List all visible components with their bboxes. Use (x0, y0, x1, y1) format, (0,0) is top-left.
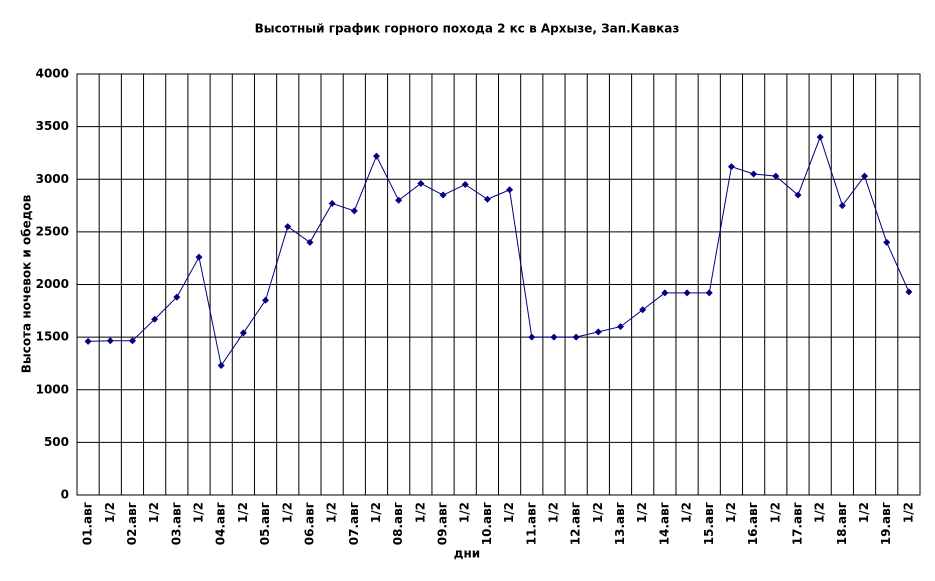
marker (439, 191, 447, 199)
x-tick-label: 1/2 (103, 502, 117, 523)
x-tick-label: 1/2 (635, 502, 649, 523)
x-tick-label: 03.авг (169, 502, 183, 545)
marker (750, 170, 758, 178)
marker (705, 289, 713, 297)
marker (239, 329, 247, 337)
x-tick-label: 1/2 (591, 502, 605, 523)
marker (262, 296, 270, 304)
chart-title: Высотный график горного похода 2 кс в Ар… (255, 22, 680, 36)
x-tick-label: 1/2 (458, 502, 472, 523)
x-tick-label: 14.авг (657, 502, 671, 545)
x-tick-label: 12.авг (569, 502, 583, 545)
x-tick-label: 1/2 (768, 502, 782, 523)
y-tick-label: 0 (61, 488, 69, 502)
x-tick-label: 1/2 (813, 502, 827, 523)
marker (173, 293, 181, 301)
x-tick-label: 10.авг (480, 502, 494, 545)
x-tick-label: 1/2 (192, 502, 206, 523)
marker (417, 179, 425, 187)
marker (195, 253, 203, 261)
x-tick-label: 1/2 (546, 502, 560, 523)
y-tick-label: 2500 (36, 224, 69, 238)
y-tick-label: 4000 (36, 67, 69, 81)
x-axis-label: дни (454, 547, 480, 561)
x-tick-label: 18.авг (835, 502, 849, 545)
x-tick-label: 05.авг (258, 502, 272, 545)
marker (883, 238, 891, 246)
marker (328, 199, 336, 207)
marker (838, 202, 846, 210)
y-tick-label: 3500 (36, 119, 69, 133)
x-tick-label: 1/2 (280, 502, 294, 523)
marker (395, 196, 403, 204)
marker (617, 323, 625, 331)
x-tick-label: 06.авг (302, 502, 316, 545)
y-tick-label: 1000 (36, 382, 69, 396)
marker (461, 181, 469, 189)
x-tick-label: 1/2 (724, 502, 738, 523)
marker (84, 337, 92, 345)
x-tick-label: 09.авг (436, 502, 450, 545)
series-line (88, 135, 910, 367)
marker (572, 333, 580, 341)
x-tick-label: 08.авг (391, 502, 405, 545)
x-tick-label: 17.авг (790, 502, 804, 545)
x-tick-label: 01.авг (81, 502, 95, 545)
marker (306, 238, 314, 246)
marker (794, 191, 802, 199)
marker (506, 186, 514, 194)
x-tick-label: 11.авг (524, 502, 538, 545)
x-tick-label: 19.авг (879, 502, 893, 545)
marker (594, 328, 602, 336)
marker (528, 333, 536, 341)
x-tick-label: 16.авг (746, 502, 760, 545)
marker (284, 223, 292, 231)
x-tick-label: 1/2 (325, 502, 339, 523)
marker (106, 337, 114, 345)
marker (372, 152, 380, 160)
y-axis-label: Высота ночевок и обедов (20, 194, 34, 373)
y-tick-label: 3000 (36, 172, 69, 186)
y-tick-label: 500 (44, 435, 69, 449)
marker (550, 333, 558, 341)
x-tick-label: 04.авг (214, 502, 228, 545)
marker (151, 315, 159, 323)
y-tick-label: 2000 (36, 277, 69, 291)
x-tick-label: 1/2 (502, 502, 516, 523)
x-tick-label: 1/2 (369, 502, 383, 523)
marker (772, 172, 780, 180)
x-tick-label: 15.авг (702, 502, 716, 545)
x-tick-label: 1/2 (680, 502, 694, 523)
marker (217, 362, 225, 370)
x-tick-label: 02.авг (125, 502, 139, 545)
marker (661, 289, 669, 297)
x-tick-label: 1/2 (901, 502, 915, 523)
x-tick-label: 07.авг (347, 502, 361, 545)
marker (128, 337, 136, 345)
x-tick-label: 1/2 (413, 502, 427, 523)
marker (905, 288, 913, 296)
x-tick-label: 13.авг (613, 502, 627, 545)
marker (816, 133, 824, 141)
marker (683, 289, 691, 297)
x-tick-label: 1/2 (857, 502, 871, 523)
marker (727, 163, 735, 171)
marker (483, 195, 491, 203)
x-tick-label: 1/2 (236, 502, 250, 523)
marker (861, 172, 869, 180)
marker (350, 207, 358, 215)
marker (639, 306, 647, 314)
x-tick-label: 1/2 (147, 502, 161, 523)
y-tick-label: 1500 (36, 330, 69, 344)
